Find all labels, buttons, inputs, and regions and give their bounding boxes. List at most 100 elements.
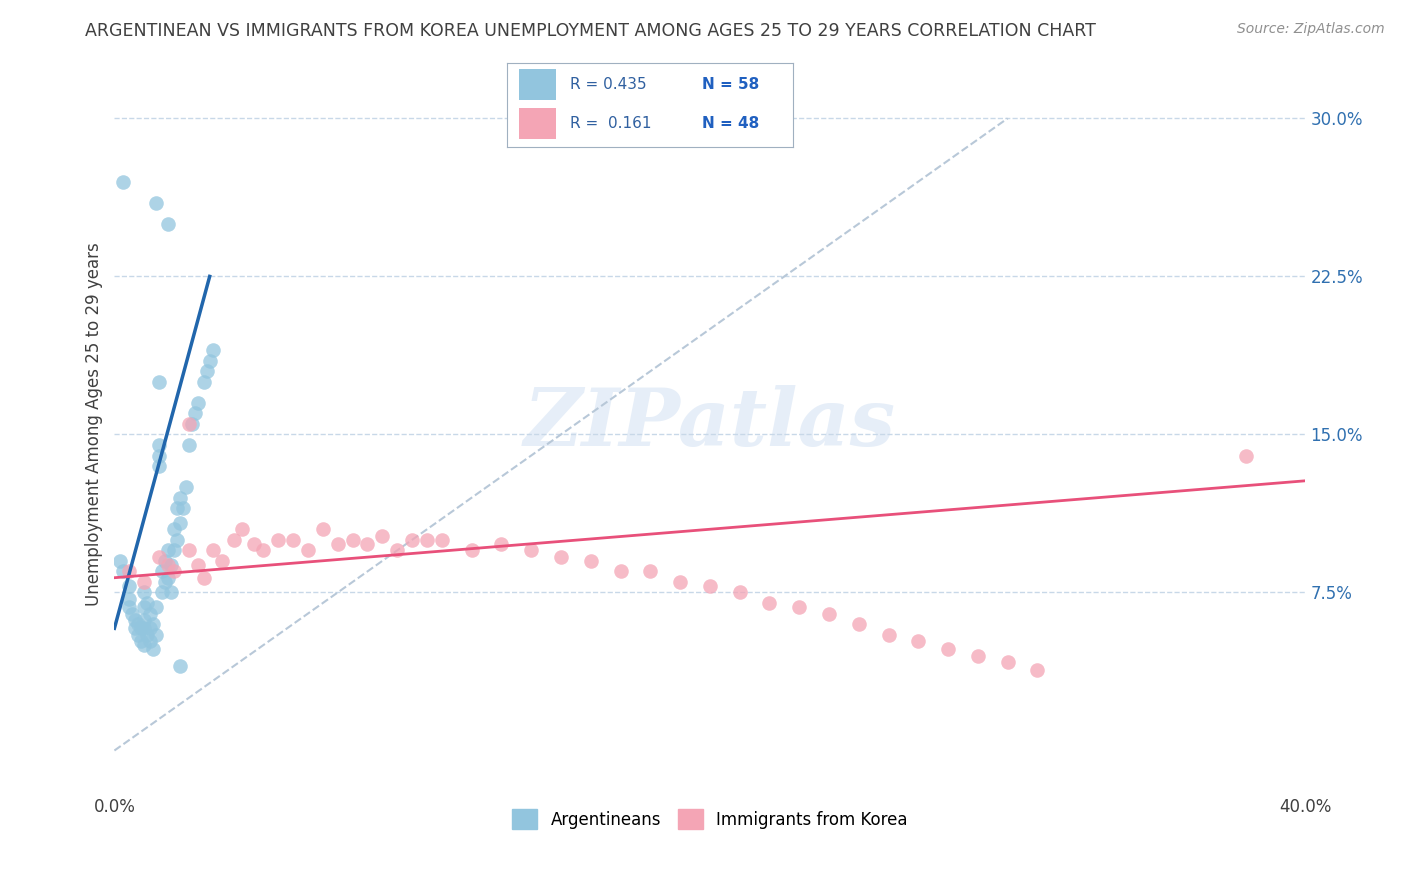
Point — [136, 627, 159, 641]
Point — [198, 353, 221, 368]
Point — [160, 558, 183, 572]
Point — [907, 634, 929, 648]
Point — [145, 600, 167, 615]
Point — [118, 591, 141, 606]
Point — [281, 533, 304, 547]
Point — [371, 528, 394, 542]
Point — [169, 491, 191, 505]
Point — [231, 522, 253, 536]
Point — [139, 634, 162, 648]
Point — [1026, 664, 1049, 678]
Point — [177, 417, 200, 431]
Point — [342, 533, 364, 547]
Point — [187, 396, 209, 410]
Point — [401, 533, 423, 547]
Point — [118, 579, 141, 593]
Point — [177, 438, 200, 452]
Point — [145, 627, 167, 641]
Point — [728, 585, 751, 599]
Point — [787, 600, 810, 615]
Point — [153, 554, 176, 568]
Point — [491, 537, 513, 551]
Point — [169, 516, 191, 530]
Point — [184, 406, 207, 420]
Point — [139, 607, 162, 621]
Point — [127, 617, 149, 632]
Point — [160, 585, 183, 599]
Point — [758, 596, 780, 610]
Point — [430, 533, 453, 547]
Point — [967, 648, 990, 663]
Point — [139, 621, 162, 635]
Point — [297, 543, 319, 558]
Point — [195, 364, 218, 378]
Point — [134, 638, 156, 652]
Point — [997, 655, 1019, 669]
Point — [174, 480, 197, 494]
Point — [669, 574, 692, 589]
Point — [148, 449, 170, 463]
Point — [163, 522, 186, 536]
Point — [252, 543, 274, 558]
Point — [222, 533, 245, 547]
Point — [124, 621, 146, 635]
Point — [118, 565, 141, 579]
Point — [156, 543, 179, 558]
Text: Source: ZipAtlas.com: Source: ZipAtlas.com — [1237, 22, 1385, 37]
Point — [148, 458, 170, 473]
Point — [520, 543, 543, 558]
Text: ZIPatlas: ZIPatlas — [524, 385, 896, 463]
Point — [936, 642, 959, 657]
Point — [148, 549, 170, 564]
Point — [150, 585, 173, 599]
Point — [609, 565, 631, 579]
Point — [211, 554, 233, 568]
Point — [699, 579, 721, 593]
Point — [177, 543, 200, 558]
Point — [166, 501, 188, 516]
Point — [172, 501, 194, 516]
Point — [312, 522, 335, 536]
Point — [1234, 449, 1257, 463]
Point — [145, 195, 167, 210]
Point — [121, 607, 143, 621]
Point — [129, 634, 152, 648]
Point — [148, 438, 170, 452]
Point — [163, 543, 186, 558]
Point — [877, 627, 900, 641]
Point — [243, 537, 266, 551]
Point — [134, 621, 156, 635]
Point — [201, 543, 224, 558]
Point — [112, 565, 135, 579]
Point — [142, 617, 165, 632]
Point — [148, 375, 170, 389]
Point — [112, 175, 135, 189]
Point — [193, 571, 215, 585]
Legend: Argentineans, Immigrants from Korea: Argentineans, Immigrants from Korea — [506, 802, 914, 836]
Point — [460, 543, 482, 558]
Point — [416, 533, 439, 547]
Point — [134, 600, 156, 615]
Point — [169, 659, 191, 673]
Point — [818, 607, 841, 621]
Point — [127, 627, 149, 641]
Point — [124, 613, 146, 627]
Point — [356, 537, 378, 551]
Point — [118, 600, 141, 615]
Point — [180, 417, 202, 431]
Point — [156, 571, 179, 585]
Point — [134, 613, 156, 627]
Point — [134, 574, 156, 589]
Point — [166, 533, 188, 547]
Point — [134, 585, 156, 599]
Point — [156, 558, 179, 572]
Point — [326, 537, 349, 551]
Point — [129, 621, 152, 635]
Point — [387, 543, 409, 558]
Point — [267, 533, 290, 547]
Y-axis label: Unemployment Among Ages 25 to 29 years: Unemployment Among Ages 25 to 29 years — [86, 242, 103, 606]
Point — [640, 565, 662, 579]
Point — [110, 554, 132, 568]
Text: ARGENTINEAN VS IMMIGRANTS FROM KOREA UNEMPLOYMENT AMONG AGES 25 TO 29 YEARS CORR: ARGENTINEAN VS IMMIGRANTS FROM KOREA UNE… — [86, 22, 1095, 40]
Point — [193, 375, 215, 389]
